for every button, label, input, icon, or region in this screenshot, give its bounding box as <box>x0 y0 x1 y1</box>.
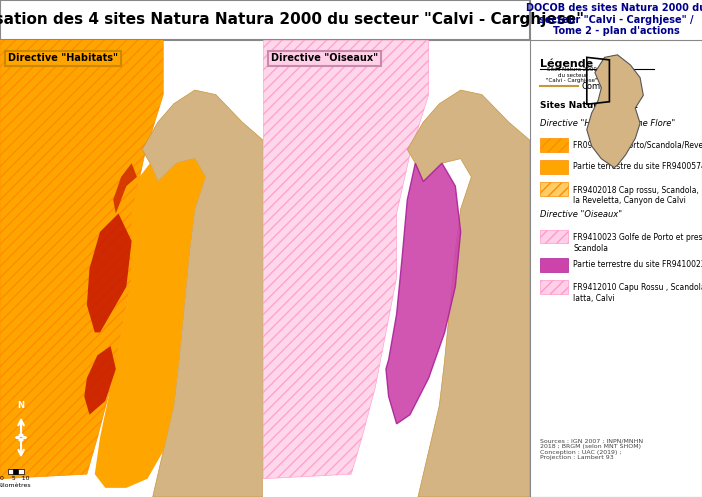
Bar <box>13 469 18 474</box>
Polygon shape <box>95 159 206 488</box>
Polygon shape <box>113 163 137 214</box>
Text: FR9402018 Cap rossu, Scandola, Pointe de
la Reveletta, Canyon de Calvi: FR9402018 Cap rossu, Scandola, Pointe de… <box>573 185 702 205</box>
Text: FR9412010 Capu Rossu , Scandola, Reve-
latta, Calvi: FR9412010 Capu Rossu , Scandola, Reve- l… <box>573 283 702 303</box>
Text: Partie terrestre du site FR9410023: Partie terrestre du site FR9410023 <box>573 260 702 269</box>
Polygon shape <box>0 40 163 479</box>
Bar <box>541 280 568 294</box>
Bar <box>541 258 568 271</box>
Polygon shape <box>263 40 429 479</box>
Text: Directive "Habitats": Directive "Habitats" <box>8 54 118 64</box>
Bar <box>541 230 568 243</box>
Polygon shape <box>87 214 132 332</box>
Text: Sites Natura 2000 :: Sites Natura 2000 : <box>541 101 639 110</box>
Text: Directive "Oiseaux": Directive "Oiseaux" <box>271 54 378 64</box>
Bar <box>18 469 24 474</box>
Text: Partie terrestre du site FR9400574: Partie terrestre du site FR9400574 <box>573 163 702 171</box>
Bar <box>541 138 568 152</box>
Polygon shape <box>386 163 461 424</box>
Text: Kilomètres: Kilomètres <box>0 483 32 488</box>
Text: N: N <box>18 401 25 410</box>
Polygon shape <box>84 346 116 414</box>
Text: Communes: Communes <box>581 82 629 91</box>
Polygon shape <box>587 55 643 167</box>
Text: Sites Natura 2000
du secteur
"Calvi - Carghjese": Sites Natura 2000 du secteur "Calvi - Ca… <box>546 67 598 83</box>
Text: 0    5   10: 0 5 10 <box>0 477 29 482</box>
Bar <box>541 182 568 196</box>
Polygon shape <box>407 90 530 497</box>
Text: Directive "Oiseaux": Directive "Oiseaux" <box>541 210 623 219</box>
Text: FR09400574 Porto/Scandola/Revellata/Calvi: FR09400574 Porto/Scandola/Revellata/Calv… <box>573 141 702 150</box>
Text: Sources : IGN 2007 ; INPN/MNHN
2018 ; BRGM (selon MNT SHOM)
Conception : UAC (20: Sources : IGN 2007 ; INPN/MNHN 2018 ; BR… <box>541 438 644 460</box>
Text: Localisation des 4 sites Natura Natura 2000 du secteur "Calvi - Carghjese": Localisation des 4 sites Natura Natura 2… <box>0 12 585 27</box>
Polygon shape <box>142 90 263 497</box>
Text: Légende: Légende <box>541 58 593 69</box>
Text: DOCOB des sites Natura 2000 du
secteur "Calvi - Carghjese" /
Tome 2 - plan d'act: DOCOB des sites Natura 2000 du secteur "… <box>526 3 702 36</box>
Bar <box>8 469 18 474</box>
Bar <box>541 160 568 174</box>
Text: FR9410023 Golfe de Porto et presqu'ile de
Scandola: FR9410023 Golfe de Porto et presqu'ile d… <box>573 233 702 252</box>
Text: Directive "Habitats Faune Flore": Directive "Habitats Faune Flore" <box>541 119 675 128</box>
